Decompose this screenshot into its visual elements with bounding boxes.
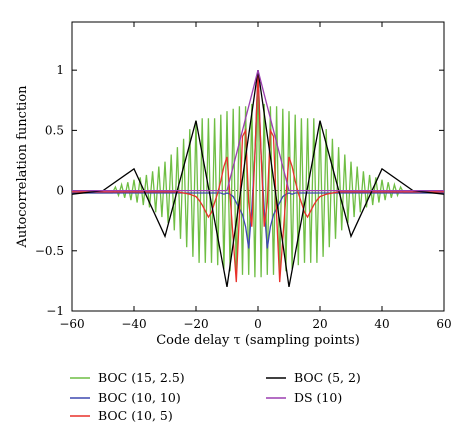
series-line-5: [72, 70, 444, 192]
x-tick-label: 0: [254, 317, 262, 331]
y-tick-label: 0: [56, 184, 64, 198]
x-tick-label: 60: [436, 317, 451, 331]
plot-area: −60 −40 −20 0 20 40 60 −1 −0.5 0 0.5 1: [35, 21, 452, 331]
legend-label: BOC (5, 2): [294, 370, 361, 385]
series-lines: [71, 70, 445, 288]
x-axis-ticks: −60 −40 −20 0 20 40 60: [59, 22, 452, 331]
y-axis-label: Autocorrelation function: [15, 85, 30, 249]
legend-label: BOC (15, 2.5): [98, 370, 185, 385]
x-tick-label: 20: [312, 317, 327, 331]
y-tick-label: 1: [56, 63, 64, 77]
x-tick-label: −20: [183, 317, 208, 331]
x-tick-label: −40: [121, 317, 146, 331]
legend: BOC (15, 2.5) BOC (10, 10) BOC (10, 5) BOC …: [70, 370, 361, 423]
y-tick-label: −1: [46, 304, 64, 318]
legend-label: DS (10): [294, 390, 342, 405]
x-tick-label: −60: [59, 317, 84, 331]
y-tick-label: 0.5: [45, 123, 64, 137]
x-tick-label: 40: [374, 317, 389, 331]
x-axis-label: Code delay τ (sampling points): [156, 333, 360, 348]
legend-label: BOC (10, 10): [98, 390, 181, 405]
y-axis-ticks: −1 −0.5 0 0.5 1: [35, 63, 444, 318]
y-tick-label: −0.5: [35, 244, 64, 258]
legend-label: BOC (10, 5): [98, 408, 173, 423]
plot-frame: [71, 21, 445, 312]
